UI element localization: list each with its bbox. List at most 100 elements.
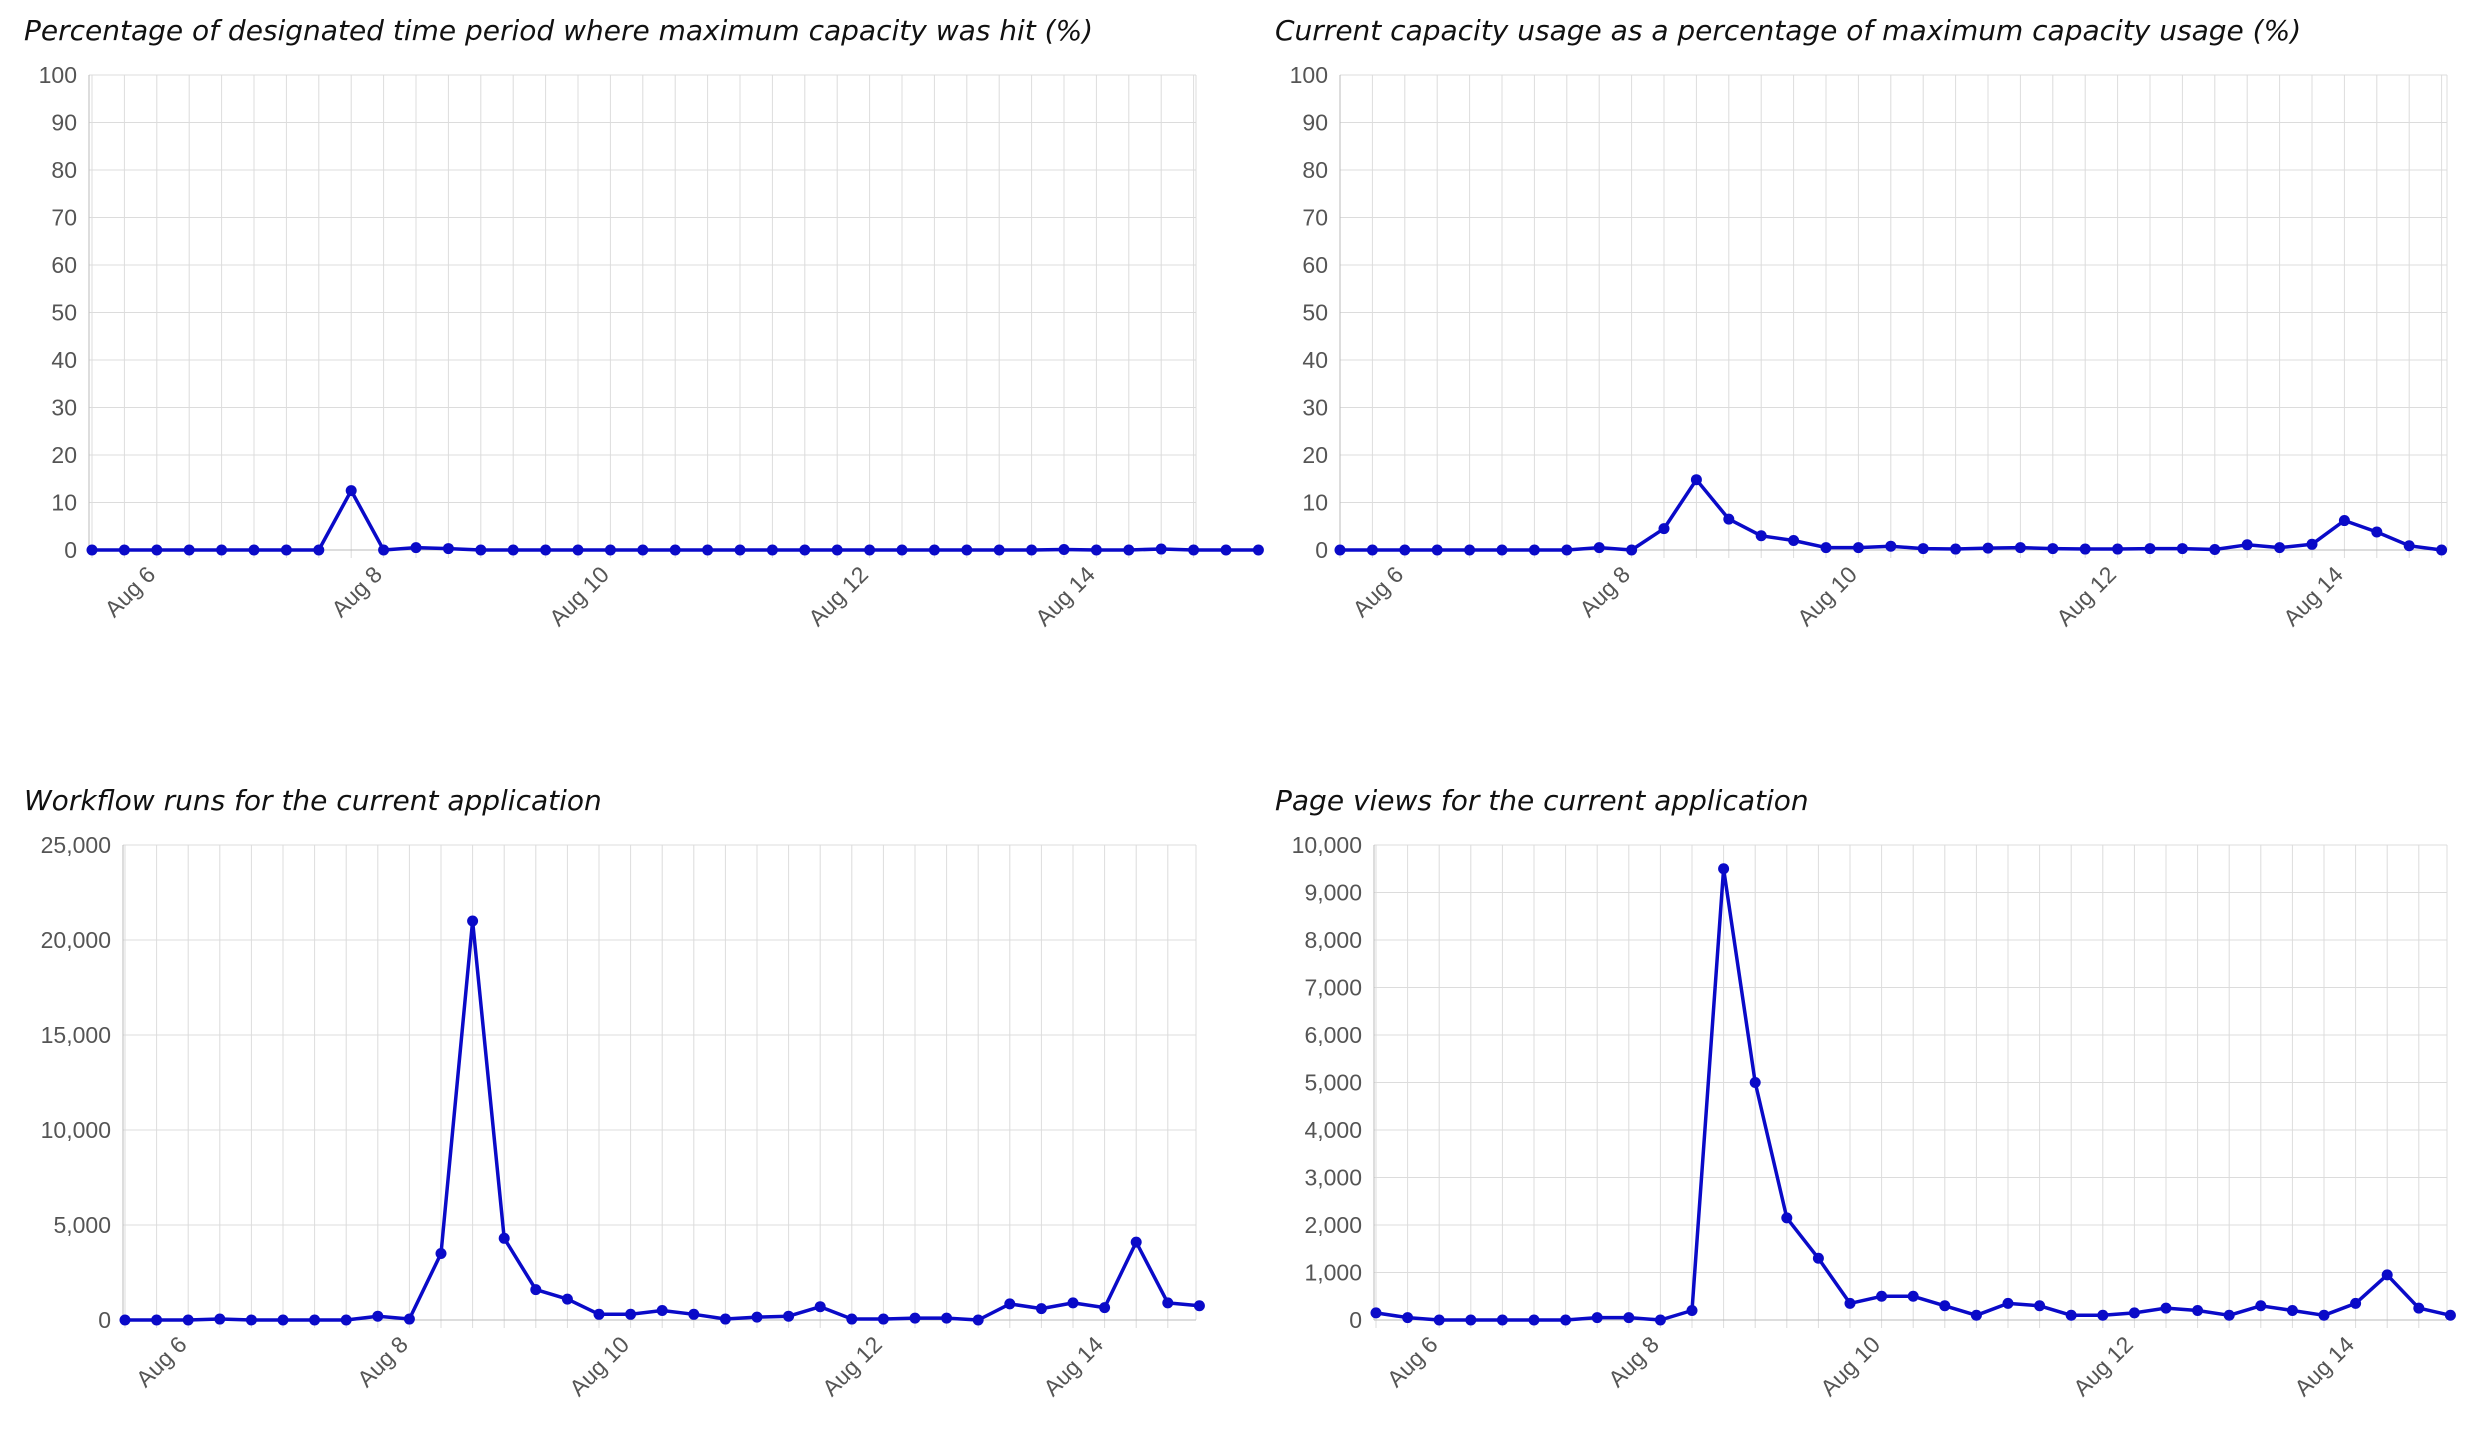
data-point [86,544,98,556]
data-point [561,1293,573,1305]
data-point [928,544,940,556]
data-point [993,544,1005,556]
data-point [2306,538,2318,550]
data-point [1852,542,1864,554]
x-tick-label: Aug 14 [2289,1331,2359,1401]
data-point [313,544,325,556]
data-point [1723,513,1735,525]
data-point [1090,544,1102,556]
data-point [119,1314,131,1326]
data-point [1917,543,1929,555]
data-point [2413,1302,2425,1314]
line-chart-page-views: 0 1,000 2,000 3,000 4,000 5,000 6,000 7,000 8,00… [1292,832,2456,1401]
data-point [214,1313,226,1325]
data-point [941,1312,953,1324]
data-point [2338,515,2350,527]
data-point [216,544,228,556]
y-tick-label: 2,000 [1304,1212,1362,1238]
data-point [1982,542,1994,554]
data-point [2176,543,2188,555]
data-point [1749,1077,1761,1088]
data-point [593,1308,605,1320]
chart-title: Workflow runs for the current applicatio… [24,784,602,817]
x-tick-label: Aug 14 [1030,561,1100,631]
line-chart-capacity-usage: 0 10 20 30 40 50 60 70 80 90 100 Aug 6 Aug 8 Aug 10 Au… [1290,62,2448,631]
data-point [410,542,422,554]
y-tick-label: 0 [1349,1307,1362,1333]
data-point [1593,542,1605,554]
data-point [1820,542,1832,554]
x-tick-label: Aug 12 [2051,561,2121,631]
data-point [1876,1290,1888,1302]
data-point [1718,863,1730,875]
data-point [340,1314,352,1326]
data-point [1220,544,1232,556]
vertical-gridlines [91,75,1195,558]
data-point [1370,1307,1382,1319]
data-point [183,544,195,556]
y-tick-label: 60 [1302,252,1328,278]
data-point [831,544,843,556]
data-point [2255,1300,2267,1312]
data-points [1370,863,2456,1326]
data-point [1433,1314,1445,1326]
data-point [783,1310,795,1322]
y-tick-label: 0 [64,537,77,563]
data-point [182,1314,194,1326]
data-point [2160,1302,2172,1314]
data-point [540,544,552,556]
data-point [245,1314,257,1326]
data-points [86,485,1264,556]
y-tick-label: 6,000 [1304,1022,1362,1048]
data-point [2381,1269,2393,1281]
data-point [1130,1236,1142,1248]
data-point [1560,1314,1572,1326]
data-point [1004,1298,1016,1310]
data-points [1334,474,2448,556]
x-tick-label: Aug 6 [1347,561,1408,622]
chart-panel-workflow-runs: Workflow runs for the current applicatio… [24,770,1205,1430]
chart-title: Page views for the current application [1275,784,1809,817]
data-point [1334,544,1346,556]
y-tick-label: 90 [1302,110,1328,136]
y-tick-label: 10,000 [1292,832,1362,858]
data-point [2097,1309,2109,1321]
data-point [507,544,519,556]
data-point [864,544,876,556]
data-point [1162,1297,1174,1309]
data-point [2065,1309,2077,1321]
chart-panel-capacity-usage: Current capacity usage as a percentage o… [1275,0,2455,660]
data-point [2209,544,2221,556]
data-point [1528,1314,1540,1326]
y-tick-label: 70 [1302,205,1328,231]
data-point [572,544,584,556]
x-tick-label: Aug 6 [131,1331,192,1392]
data-point [1658,523,1670,535]
data-point [280,544,292,556]
vertical-gridlines [1375,845,2420,1328]
data-point [604,544,616,556]
data-point [1939,1300,1951,1312]
data-point [1464,544,1476,556]
data-point [846,1313,858,1325]
y-tick-label: 80 [51,157,77,183]
data-point [896,544,908,556]
chart-panel-page-views: Page views for the current application 0… [1275,770,2456,1430]
data-point [1155,543,1167,555]
horizontal-gridlines [1340,74,2447,551]
x-tick-label: Aug 14 [2278,561,2348,631]
data-point [1844,1297,1856,1309]
data-point [2047,543,2059,555]
y-tick-label: 10 [51,490,77,516]
data-point [1623,1312,1635,1324]
y-tick-label: 60 [51,252,77,278]
x-tick-label: Aug 6 [99,561,160,622]
y-tick-label: 40 [1302,347,1328,373]
data-point [972,1314,984,1326]
y-tick-label: 10,000 [41,1117,111,1143]
y-tick-label: 7,000 [1304,975,1362,1001]
y-tick-label: 5,000 [53,1212,111,1238]
data-point [2403,540,2415,552]
data-point [1885,540,1897,552]
x-tick-label: Aug 10 [544,561,614,631]
